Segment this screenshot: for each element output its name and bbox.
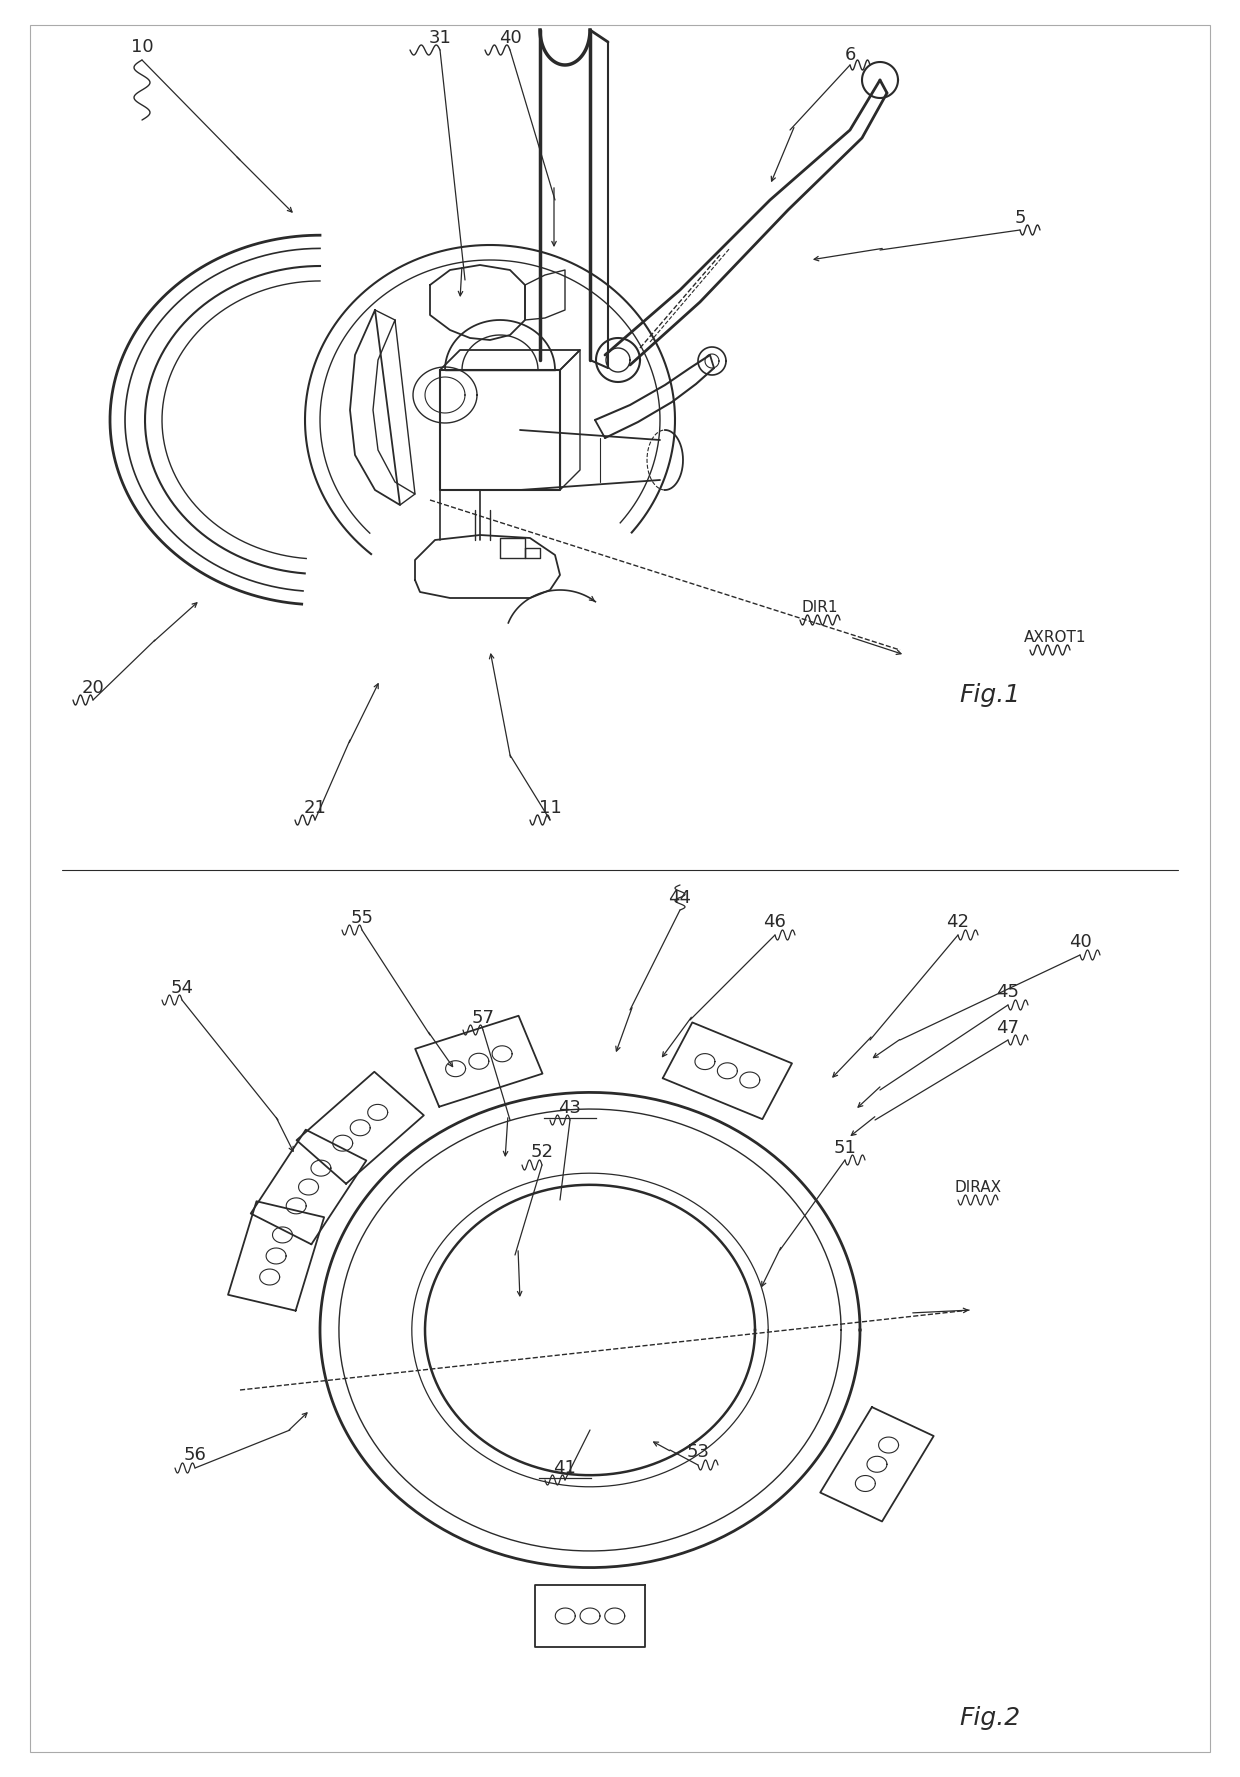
Text: 51: 51 bbox=[833, 1139, 857, 1157]
Text: 5: 5 bbox=[1014, 210, 1025, 227]
Text: 54: 54 bbox=[171, 979, 193, 997]
Text: 20: 20 bbox=[82, 679, 104, 697]
Text: 40: 40 bbox=[1069, 933, 1091, 951]
Text: 57: 57 bbox=[471, 1009, 495, 1027]
Text: 55: 55 bbox=[351, 910, 373, 928]
Text: 45: 45 bbox=[997, 983, 1019, 1000]
Text: 10: 10 bbox=[130, 37, 154, 57]
Text: 56: 56 bbox=[184, 1446, 206, 1464]
Text: 46: 46 bbox=[764, 913, 786, 931]
Text: 11: 11 bbox=[538, 800, 562, 817]
Text: 6: 6 bbox=[844, 46, 856, 64]
Text: 52: 52 bbox=[531, 1143, 553, 1160]
Text: AXROT1: AXROT1 bbox=[1024, 631, 1086, 645]
Text: 31: 31 bbox=[429, 28, 451, 46]
Text: DIRAX: DIRAX bbox=[955, 1180, 1002, 1196]
Text: 21: 21 bbox=[304, 800, 326, 817]
Text: 40: 40 bbox=[498, 28, 521, 46]
Text: 41: 41 bbox=[553, 1459, 577, 1477]
Text: Fig.2: Fig.2 bbox=[960, 1706, 1021, 1731]
Text: Fig.1: Fig.1 bbox=[960, 682, 1021, 707]
Text: 47: 47 bbox=[997, 1018, 1019, 1038]
Text: 44: 44 bbox=[668, 888, 692, 906]
Text: 53: 53 bbox=[687, 1443, 709, 1461]
Text: DIR1: DIR1 bbox=[802, 601, 838, 615]
Text: 42: 42 bbox=[946, 913, 970, 931]
Text: 43: 43 bbox=[558, 1098, 582, 1118]
